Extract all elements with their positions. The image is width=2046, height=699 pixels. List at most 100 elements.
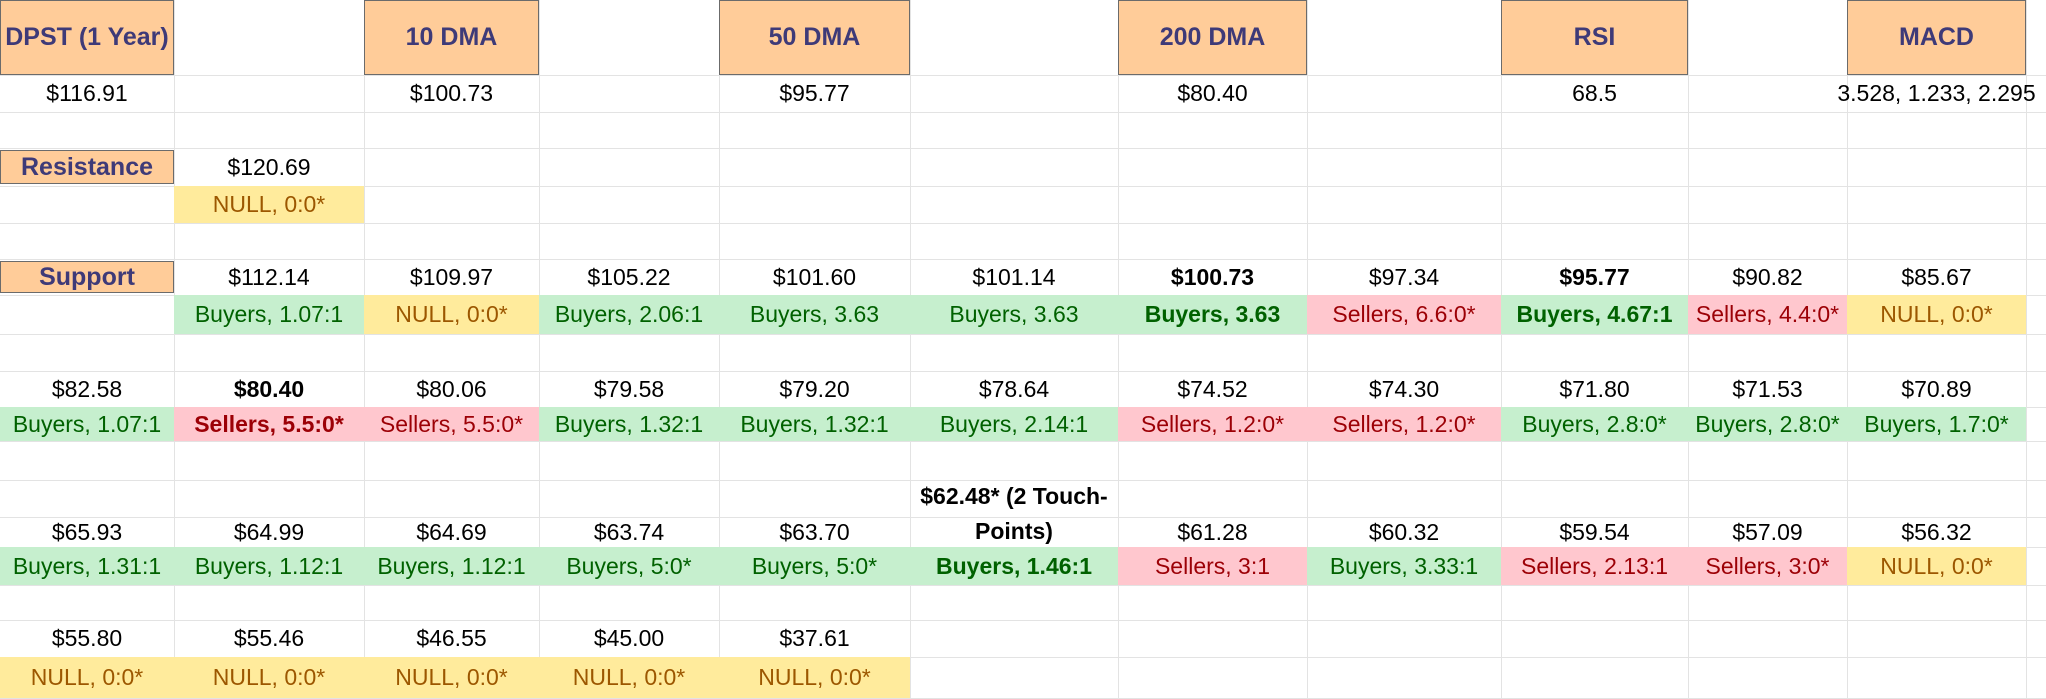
resistance-sentiment[interactable]: NULL, 0:0*	[174, 186, 364, 223]
support-sentiment[interactable]: Buyers, 3.63	[910, 295, 1118, 334]
support-price[interactable]: $61.28	[1177, 518, 1248, 545]
row-gridline	[0, 334, 2046, 335]
support-sentiment[interactable]: NULL, 0:0*	[719, 657, 910, 698]
support-price[interactable]: $85.67	[1901, 263, 1972, 290]
support-price[interactable]: $63.74	[593, 518, 665, 545]
support-sentiment[interactable]: Buyers, 1.32:1	[539, 407, 719, 441]
support-sentiment[interactable]: Buyers, 2.14:1	[910, 407, 1118, 441]
row-gridline	[0, 517, 2046, 518]
resistance-label[interactable]: Resistance	[0, 150, 174, 184]
support-price[interactable]: $100.73	[1170, 263, 1255, 290]
support-sentiment[interactable]: Sellers, 4.4:0*	[1688, 295, 1847, 334]
header-value-dma10[interactable]: $100.73	[409, 80, 494, 106]
support-sentiment[interactable]: Sellers, 5.5:0*	[364, 407, 539, 441]
support-price[interactable]: $64.69	[416, 518, 487, 545]
support-price[interactable]: $105.22	[587, 263, 671, 290]
support-price[interactable]: $82.58	[51, 375, 123, 402]
support-sentiment[interactable]: Sellers, 3:0*	[1688, 547, 1847, 585]
support-sentiment[interactable]: Buyers, 1.07:1	[0, 407, 174, 441]
support-sentiment[interactable]: Buyers, 1.32:1	[719, 407, 910, 441]
support-price[interactable]: $63.70	[779, 518, 850, 545]
support-sentiment[interactable]: NULL, 0:0*	[0, 657, 174, 698]
header-macd[interactable]: MACD	[1847, 0, 2026, 75]
column-gridline	[719, 0, 720, 698]
support-sentiment[interactable]: Buyers, 2.06:1	[539, 295, 719, 334]
header-value-dpst[interactable]: $116.91	[46, 80, 128, 106]
support-sentiment[interactable]: Buyers, 1.31:1	[0, 547, 174, 585]
support-sentiment[interactable]: Sellers, 6.6:0*	[1307, 295, 1501, 334]
support-sentiment[interactable]: Sellers, 5.5:0*	[174, 407, 364, 441]
support-sentiment[interactable]: Buyers, 5:0*	[719, 547, 910, 585]
support-price[interactable]: $74.30	[1368, 375, 1440, 402]
support-price[interactable]: $65.93	[51, 518, 123, 545]
support-price[interactable]: $90.82	[1732, 263, 1803, 290]
support-price[interactable]: $80.06	[416, 375, 487, 402]
support-price[interactable]: $56.32	[1901, 518, 1972, 545]
support-sentiment[interactable]: Buyers, 5:0*	[539, 547, 719, 585]
support-sentiment[interactable]: NULL, 0:0*	[539, 657, 719, 698]
support-price[interactable]: $59.54	[1559, 518, 1630, 545]
support-price[interactable]: $80.40	[233, 375, 305, 402]
support-price[interactable]: $55.46	[233, 625, 305, 651]
support-price[interactable]: $62.48* (2 Touch-Points)	[920, 482, 1108, 544]
support-sentiment[interactable]: NULL, 0:0*	[364, 295, 539, 334]
support-sentiment[interactable]: Buyers, 3.63	[1118, 295, 1307, 334]
support-sentiment[interactable]: NULL, 0:0*	[174, 657, 364, 698]
support-price[interactable]: $60.32	[1368, 518, 1440, 545]
support-price[interactable]: $112.14	[228, 263, 310, 290]
header-value-dma200[interactable]: $80.40	[1177, 80, 1248, 106]
support-sentiment[interactable]: Sellers, 1.2:0*	[1118, 407, 1307, 441]
support-price[interactable]: $45.00	[593, 625, 665, 651]
header-dma10[interactable]: 10 DMA	[364, 0, 539, 75]
support-price[interactable]: $64.99	[233, 518, 305, 545]
support-sentiment[interactable]: Buyers, 4.67:1	[1501, 295, 1688, 334]
support-sentiment[interactable]: Buyers, 3.63	[719, 295, 910, 334]
column-gridline	[1307, 0, 1308, 698]
support-price[interactable]: $71.80	[1559, 375, 1630, 402]
support-price[interactable]: $95.77	[1559, 263, 1630, 290]
support-sentiment[interactable]: Buyers, 1.12:1	[174, 547, 364, 585]
support-sentiment[interactable]: Sellers, 2.13:1	[1501, 547, 1688, 585]
support-price[interactable]: $97.34	[1368, 263, 1440, 290]
support-price[interactable]: $46.55	[416, 625, 487, 651]
support-price[interactable]: $78.64	[978, 375, 1050, 402]
support-sentiment[interactable]: Buyers, 1.46:1	[910, 547, 1118, 585]
row-gridline	[0, 620, 2046, 621]
support-price[interactable]: $79.58	[593, 375, 665, 402]
header-value-macd[interactable]: 3.528, 1.233, 2.295	[1837, 80, 2036, 106]
support-sentiment[interactable]: Buyers, 3.33:1	[1307, 547, 1501, 585]
support-sentiment[interactable]: Buyers, 2.8:0*	[1501, 407, 1688, 441]
support-sentiment[interactable]: NULL, 0:0*	[364, 657, 539, 698]
support-price[interactable]: $109.97	[409, 263, 494, 290]
header-dma50[interactable]: 50 DMA	[719, 0, 910, 75]
support-price[interactable]: $37.61	[779, 625, 850, 651]
support-price[interactable]: $101.60	[772, 263, 857, 290]
support-price[interactable]: $57.09	[1732, 518, 1803, 545]
support-sentiment[interactable]: Buyers, 1.07:1	[174, 295, 364, 334]
support-sentiment[interactable]: Sellers, 1.2:0*	[1307, 407, 1501, 441]
header-value-dma50[interactable]: $95.77	[779, 80, 850, 106]
support-sentiment[interactable]: Buyers, 1.12:1	[364, 547, 539, 585]
row-gridline	[0, 371, 2046, 372]
support-sentiment[interactable]: Buyers, 1.7:0*	[1847, 407, 2026, 441]
column-gridline	[364, 0, 365, 698]
support-price[interactable]: $101.14	[972, 263, 1056, 290]
support-sentiment[interactable]: NULL, 0:0*	[1847, 547, 2026, 585]
support-price[interactable]: $79.20	[779, 375, 850, 402]
support-sentiment[interactable]: NULL, 0:0*	[1847, 295, 2026, 334]
support-sentiment[interactable]: Buyers, 2.8:0*	[1688, 407, 1847, 441]
support-sentiment[interactable]: Sellers, 3:1	[1118, 547, 1307, 585]
support-price[interactable]: $70.89	[1901, 375, 1972, 402]
support-label[interactable]: Support	[0, 261, 174, 293]
support-price[interactable]: $74.52	[1177, 375, 1248, 402]
header-value-rsi[interactable]: 68.5	[1572, 80, 1617, 106]
column-gridline	[1501, 0, 1502, 698]
resistance-price[interactable]: $120.69	[227, 153, 311, 180]
row-gridline	[0, 441, 2046, 442]
header-dpst[interactable]: DPST (1 Year)	[0, 0, 174, 75]
support-price[interactable]: $71.53	[1732, 375, 1803, 402]
header-dma200[interactable]: 200 DMA	[1118, 0, 1307, 75]
header-rsi[interactable]: RSI	[1501, 0, 1688, 75]
support-price[interactable]: $55.80	[51, 625, 123, 651]
